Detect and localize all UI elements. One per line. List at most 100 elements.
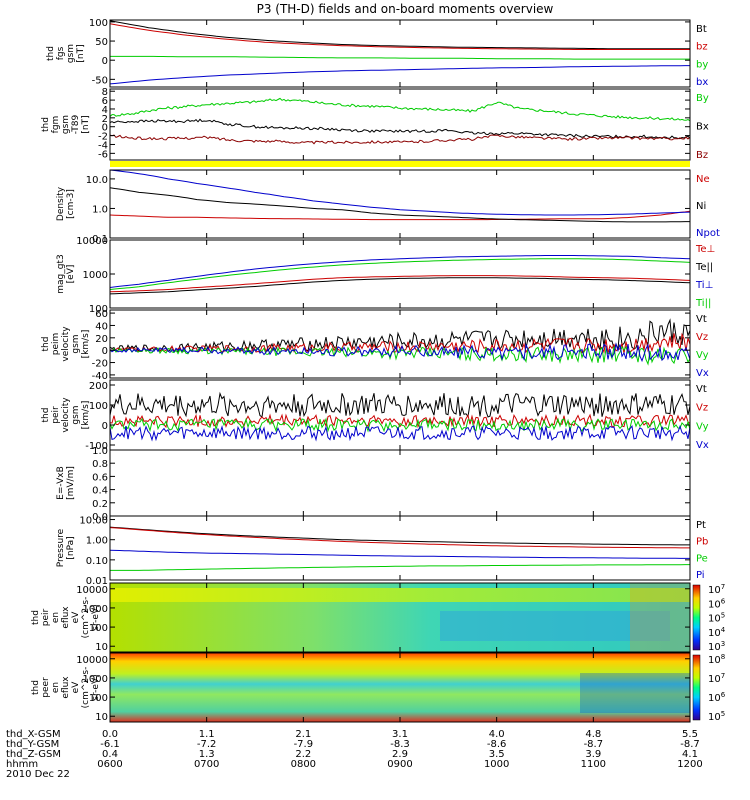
series-line-by [110,55,690,60]
legend-label: Vy [696,350,709,361]
spectrogram-dropout [580,673,690,713]
series-line-bz [109,23,690,50]
legend-label: Vy [696,421,709,432]
y-tick-label: 200 [89,381,108,392]
colorbar-tick-label: 104 [708,626,726,639]
colorbar-tick-label: 103 [708,640,725,653]
colorbar-tick-label: 106 [708,597,726,610]
colorbar-tick-label: 105 [708,612,725,625]
y-axis-label: velocity [61,397,71,433]
time-tick-label: 0900 [387,759,412,770]
y-axis-label: thd [31,610,41,625]
y-axis-label: [nT] [76,44,86,62]
y-tick-label: 100 [89,18,108,29]
legend-label: Bt [696,24,707,35]
y-tick-label: 1000 [83,604,108,615]
y-axis-label: eflux [61,606,71,629]
y-tick-label: 40 [95,321,108,332]
y-tick-label: 0 [102,123,108,134]
y-tick-label: 10.00 [79,516,108,527]
series-line-bz [109,134,691,145]
spectrogram-edge [630,583,690,652]
panel-pressure: Pt Pb Pe Pi 10.00 1.00 0.10 0.01 Pressure [nPa] [56,515,708,587]
panel-peer_spec: 108 107 106 105 10000 1000 100 10 thd peer en eflux… [31,652,726,723]
legend-label: Ti⊥ [695,280,713,291]
y-axis-label: eflux [61,676,71,699]
colorbar-tick-label: 106 [708,691,726,704]
ephemeris-value: 3.1 [392,729,408,740]
y-axis-label: fgm [51,116,61,134]
y-axis-label: Pressure [56,528,66,567]
colorbar-tick-label: 105 [708,710,725,723]
legend-label: Te⊥ [695,244,715,255]
legend-label: bx [696,77,708,88]
ephemeris-label: thd_X-GSM [6,729,61,740]
series-line-ti [109,255,691,288]
legend-label: Vt [696,384,707,395]
y-axis-label: gsm [71,334,81,353]
legend-label: Te|| [695,262,713,273]
ephemeris-value: 2.2 [295,749,311,760]
y-tick-label: 10000 [76,585,108,596]
ephemeris-label: thd_Z-GSM [6,749,61,760]
y-tick-label: -100 [85,441,108,452]
ephemeris-value: 2.9 [392,749,408,760]
series-line-vz [109,413,691,429]
y-tick-label: -40 [92,371,108,382]
y-axis-label: -T89 [71,115,81,135]
y-tick-label: -4 [98,140,108,151]
panel-peir: Vt Vz Vy Vx 200 100 0 -100 thd peir velocity gsm [km… [41,379,709,452]
panel-frame [109,169,691,239]
y-axis-label: thd [41,337,51,352]
y-tick-label: -20 [92,359,108,370]
y-tick-label: 1.00 [86,536,108,547]
ephemeris-value: -6.1 [100,739,120,750]
panel-frame [109,88,691,161]
ephemeris-value: 3.9 [585,749,601,760]
legend-label: bz [696,42,708,53]
y-tick-label: 10000 [76,655,108,666]
ephemeris-value: 4.1 [682,749,698,760]
date-label: 2010 Dec 22 [6,769,70,780]
ephemeris-value: 4.0 [489,729,505,740]
series-line-vt [109,318,691,353]
y-axis-label: mag_gt3 [56,254,66,293]
series-line-ti [109,258,691,290]
y-tick-label: 100 [89,304,108,315]
panel-fgs: Bt bz by bx 100 50 0 -50 thd fgs gsm [nT] [46,18,708,88]
y-axis-label: thd [31,680,41,695]
ephemeris-value: 2.1 [295,729,311,740]
series-line-pi [109,549,690,559]
y-tick-label: 20 [95,334,108,345]
y-tick-label: 1.0 [92,204,108,215]
y-tick-label: 100 [89,623,108,634]
series-line-bx [109,65,690,85]
y-axis-label: [km/s] [81,401,91,430]
y-axis-label: [nT] [81,115,91,133]
series-line-ne [109,210,691,221]
ephemeris-value: -7.2 [197,739,217,750]
ephemeris-value: -8.7 [584,739,604,750]
legend-label: Bx [696,122,709,133]
ephemeris-value: -8.3 [390,739,410,750]
panel-frame [109,309,691,379]
series-line-bx [109,118,691,140]
time-tick-label: 0600 [97,759,122,770]
series-line-vt [109,391,691,418]
y-axis-label: sr-eV) [91,674,101,700]
colorbar [692,654,701,721]
ephemeris-value: 1.1 [199,729,215,740]
y-tick-label: 100 [89,401,108,412]
y-axis-label: peir [51,406,61,424]
legend-label: Ti|| [695,298,711,309]
y-axis-label: (cm^2-s- [81,597,91,639]
legend-label: Pe [696,553,708,564]
y-axis-label: [km/s] [81,330,91,359]
y-tick-label: 60 [95,309,108,320]
y-tick-label: 2 [102,114,108,125]
y-axis-label: [cm-3] [66,189,76,219]
series-line-pe [110,564,690,571]
